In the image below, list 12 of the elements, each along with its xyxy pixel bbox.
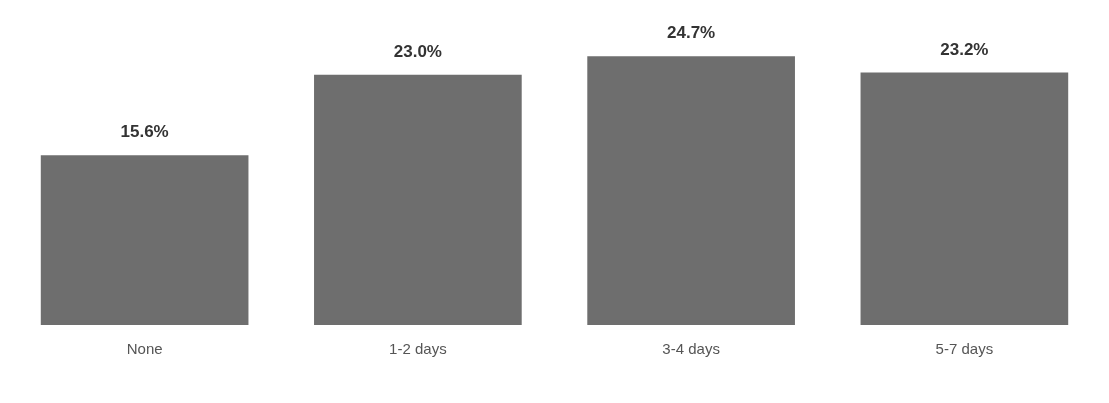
bar xyxy=(314,74,522,325)
bar xyxy=(587,56,795,325)
bar xyxy=(860,72,1069,325)
x-tick-label: 3-4 days xyxy=(662,340,720,358)
data-label: 23.0% xyxy=(393,41,442,61)
data-label: 15.6% xyxy=(120,122,169,142)
data-label: 23.2% xyxy=(940,39,989,59)
data-label: 24.7% xyxy=(667,23,716,43)
x-tick-label: 1-2 days xyxy=(389,340,447,358)
bar xyxy=(40,155,249,325)
x-tick-label: 5-7 days xyxy=(935,340,994,358)
x-tick-label: None xyxy=(126,340,163,358)
